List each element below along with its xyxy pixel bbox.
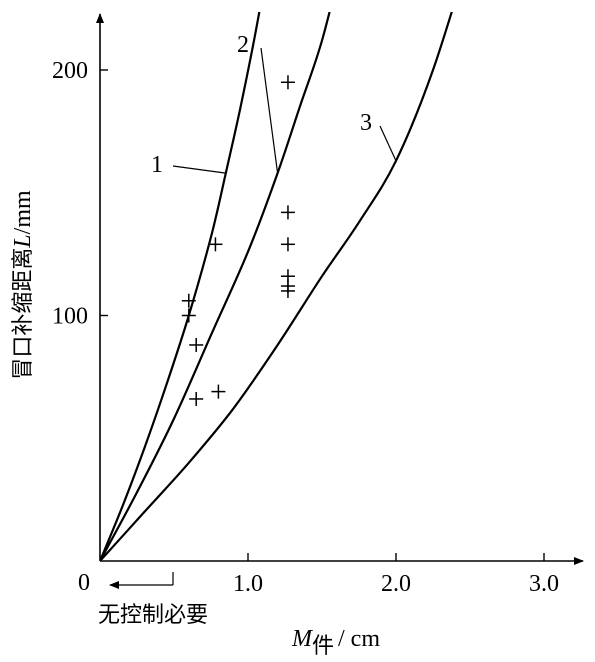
scatter-point	[181, 293, 196, 308]
y-axis-title-text: 冒口补缩距离	[11, 248, 36, 380]
series-leader-1	[172, 165, 226, 174]
series-curve-2	[100, 12, 331, 561]
series-label-1: 1	[151, 152, 163, 178]
y-axis-title-unit: /mm	[10, 190, 36, 234]
x-axis-title-sub: 件	[312, 634, 334, 659]
scatter-point	[280, 237, 295, 252]
y-axis-title-italic: L	[10, 234, 36, 248]
annotation-label: 无控制必要	[98, 603, 208, 628]
series-label-2: 2	[237, 32, 249, 58]
x-tick-label: 3.0	[529, 571, 559, 597]
scatter-point	[280, 75, 295, 90]
scatter-point	[181, 308, 196, 323]
series-curve-3	[100, 12, 453, 561]
scatter-point	[280, 205, 295, 220]
x-axis-title: M件 / cm	[291, 626, 380, 659]
y-tick-label: 200	[52, 58, 88, 84]
x-axis-title-unit: / cm	[338, 626, 380, 652]
scatter-point	[189, 337, 204, 352]
series-curve-1	[100, 12, 261, 561]
scatter-point	[189, 391, 204, 406]
y-axis-title: 冒口补缩距离L/mm	[10, 190, 36, 380]
scatter-point	[211, 384, 226, 399]
x-tick-label: 2.0	[381, 571, 411, 597]
origin-label: 0	[78, 570, 90, 596]
series-leader-3	[379, 125, 397, 162]
x-tick-label: 1.0	[233, 571, 263, 597]
scatter-point	[280, 283, 295, 298]
series-leader-2	[260, 47, 279, 174]
scatter-point	[208, 237, 223, 252]
x-axis-title-main: M	[291, 626, 314, 652]
y-tick-label: 100	[52, 304, 88, 330]
series-label-3: 3	[360, 110, 372, 136]
